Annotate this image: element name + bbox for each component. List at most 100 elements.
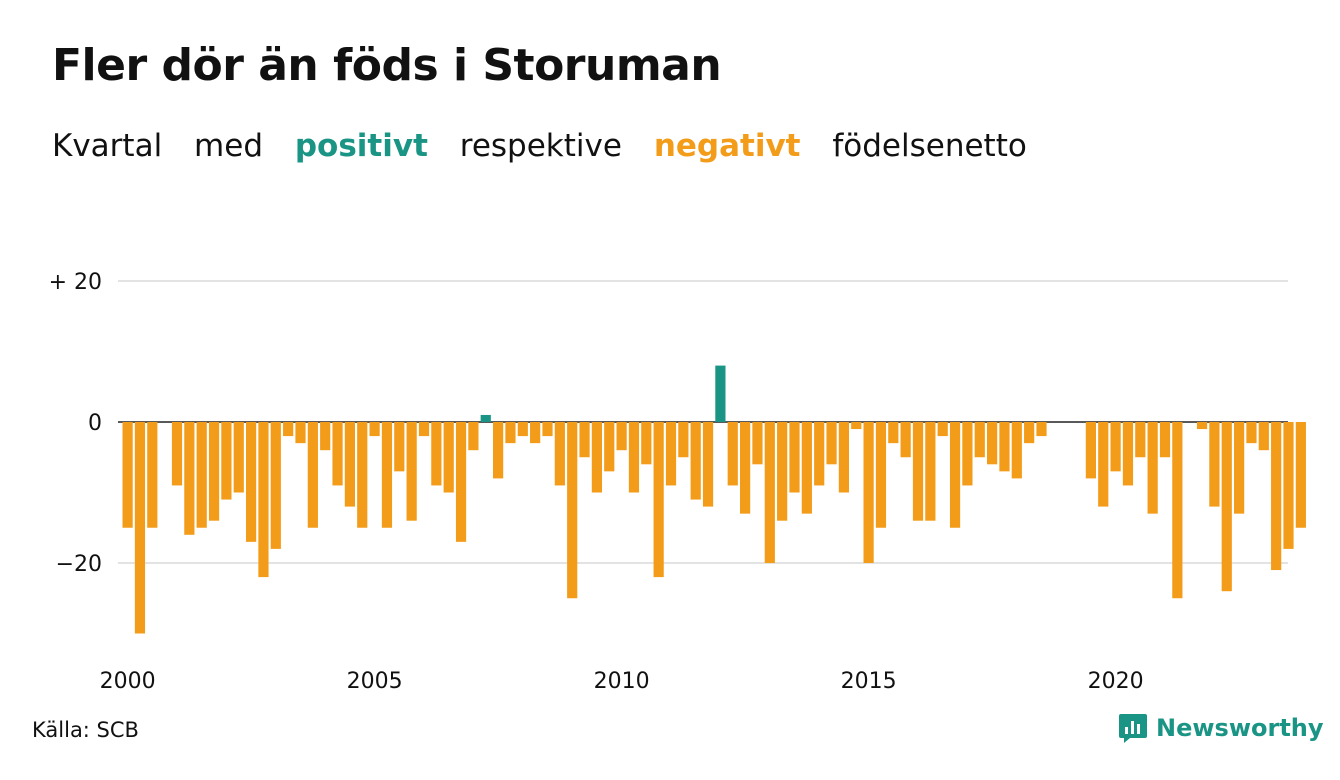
bar xyxy=(369,422,380,437)
bar xyxy=(888,422,899,444)
bar xyxy=(1258,422,1269,451)
bar xyxy=(789,422,800,493)
bar xyxy=(431,422,442,486)
bar xyxy=(1283,422,1294,549)
bar xyxy=(1011,422,1022,479)
x-tick-label: 2005 xyxy=(347,669,403,694)
subtitle-word: födelsenetto xyxy=(832,128,1027,164)
bar xyxy=(1234,422,1245,514)
subtitle-positive-label: positivt xyxy=(294,128,428,164)
bar xyxy=(357,422,368,528)
y-tick-label: + 20 xyxy=(49,270,102,295)
bar xyxy=(307,422,318,528)
bar xyxy=(1246,422,1257,444)
bar xyxy=(591,422,602,493)
bar xyxy=(715,365,726,422)
bar xyxy=(1221,422,1232,592)
bar xyxy=(604,422,615,472)
bar xyxy=(505,422,516,444)
bar xyxy=(530,422,541,444)
bar xyxy=(233,422,244,493)
x-tick-label: 2020 xyxy=(1088,669,1144,694)
bar xyxy=(814,422,825,486)
bar xyxy=(1024,422,1035,444)
bar xyxy=(196,422,207,528)
newsworthy-logo-icon xyxy=(1119,714,1147,743)
bar xyxy=(406,422,417,521)
y-tick-label: 0 xyxy=(88,411,102,436)
bar xyxy=(875,422,887,528)
x-tick-label: 2015 xyxy=(841,669,897,694)
source-note: Källa: SCB xyxy=(32,718,139,742)
bar xyxy=(1196,422,1208,430)
bar xyxy=(974,422,985,458)
bar xyxy=(208,422,220,521)
bar xyxy=(480,414,491,422)
bar xyxy=(925,422,936,521)
y-tick-label: −20 xyxy=(56,552,102,577)
bar xyxy=(381,422,393,528)
bar xyxy=(838,422,849,493)
bar xyxy=(493,422,504,479)
bar xyxy=(567,422,578,599)
bar xyxy=(665,422,677,486)
bar xyxy=(740,422,751,514)
x-tick-label: 2010 xyxy=(594,669,650,694)
bar xyxy=(283,422,294,437)
bar xyxy=(727,422,738,486)
bar xyxy=(443,422,454,493)
subtitle-word: respektive xyxy=(459,128,622,164)
bar xyxy=(468,422,479,451)
brand-logo: Newsworthy xyxy=(1118,712,1324,744)
bar xyxy=(987,422,998,465)
bar xyxy=(579,422,590,458)
bar xyxy=(171,422,183,486)
chart-title: Fler dör än föds i Storuman xyxy=(52,40,722,91)
bar xyxy=(418,422,430,437)
bar xyxy=(394,422,405,472)
subtitle-word: Kvartal xyxy=(52,128,163,164)
bar xyxy=(1098,422,1109,507)
bar xyxy=(863,422,874,563)
bar xyxy=(147,422,158,528)
bar xyxy=(616,422,627,451)
bar xyxy=(801,422,812,514)
bar xyxy=(962,422,973,486)
bar xyxy=(344,422,355,507)
bar xyxy=(702,422,714,507)
bar xyxy=(332,422,343,486)
bar xyxy=(270,422,281,549)
bar xyxy=(690,422,701,500)
bar xyxy=(1159,422,1171,458)
bar xyxy=(1295,422,1306,528)
bar xyxy=(246,422,257,542)
bar xyxy=(1110,422,1121,472)
bar xyxy=(455,422,467,542)
bar xyxy=(320,422,331,451)
subtitle-negative-label: negativt xyxy=(653,128,801,164)
bar xyxy=(653,422,664,578)
bar xyxy=(1172,422,1183,599)
bar xyxy=(900,422,911,458)
bar xyxy=(134,422,146,634)
chart-subtitle: Kvartal med positivt respektive negativt… xyxy=(52,128,1049,164)
bar xyxy=(851,422,862,430)
bar xyxy=(826,422,837,465)
bar xyxy=(937,422,948,437)
bar xyxy=(221,422,232,500)
bar xyxy=(1085,422,1096,479)
bar xyxy=(122,422,133,528)
bar xyxy=(1122,422,1134,486)
bar xyxy=(1271,422,1282,571)
bar xyxy=(764,422,775,563)
subtitle-word: med xyxy=(194,128,263,164)
bar xyxy=(678,422,689,458)
bar xyxy=(258,422,269,578)
x-tick-label: 2000 xyxy=(100,669,156,694)
bar-chart: + 20 0 −20 2000 2005 2010 2015 2020 xyxy=(49,270,1306,694)
bar xyxy=(1147,422,1158,514)
bar xyxy=(912,422,924,521)
bar xyxy=(554,422,565,486)
bar xyxy=(1209,422,1220,507)
bar xyxy=(295,422,306,444)
